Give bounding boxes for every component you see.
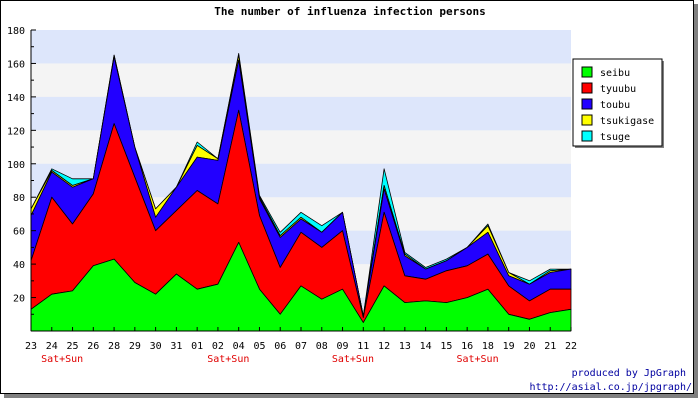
y-tick-label: 120	[7, 126, 25, 137]
weekend-label: Sat+Sun	[332, 354, 374, 365]
y-tick-label: 140	[7, 93, 25, 104]
y-tick-label: 180	[7, 26, 25, 37]
x-tick-label: 12	[378, 341, 390, 352]
x-tick-label: 30	[150, 341, 162, 352]
y-tick-label: 40	[13, 260, 25, 271]
weekend-labels: Sat+Sun Sat+Sun Sat+Sun Sat+Sun	[41, 354, 499, 365]
legend-swatch-tyuubu	[581, 82, 593, 94]
x-axis-tick-labels: 23 24 25 26 28 29 30 31 01 02 04 05 06 07 08 09 11 12 13 14…	[25, 341, 577, 352]
x-tick-label: 14	[420, 341, 432, 352]
x-tick-label: 29	[129, 341, 141, 352]
x-tick-label: 11	[357, 341, 369, 352]
legend-label-tsukigase: tsukigase	[600, 116, 654, 127]
x-tick-label: 13	[399, 341, 411, 352]
x-tick-label: 09	[337, 341, 349, 352]
legend: seibu tyuubu toubu tsukigase tsuge	[572, 58, 664, 148]
y-tick-label: 60	[13, 227, 25, 238]
axes	[30, 29, 572, 332]
x-tick-label: 25	[67, 341, 79, 352]
x-tick-label: 07	[295, 341, 307, 352]
x-tick-label: 22	[565, 341, 577, 352]
footer-credit: produced by JpGraph	[572, 368, 686, 379]
x-tick-label: 06	[274, 341, 286, 352]
y-tick-label: 160	[7, 59, 25, 70]
x-tick-label: 08	[316, 341, 328, 352]
legend-label-tsuge: tsuge	[600, 132, 630, 143]
legend-swatch-tsuge	[581, 130, 593, 142]
legend-swatch-toubu	[581, 98, 593, 110]
legend-swatch-seibu	[581, 66, 593, 78]
x-tick-label: 31	[170, 341, 182, 352]
x-tick-label: 02	[212, 341, 224, 352]
x-tick-label: 16	[461, 341, 473, 352]
x-tick-label: 26	[87, 341, 99, 352]
weekend-label: Sat+Sun	[456, 354, 498, 365]
grid-band	[31, 30, 571, 64]
legend-label-tyuubu: tyuubu	[600, 84, 636, 95]
x-tick-label: 15	[440, 341, 452, 352]
x-tick-label: 20	[523, 341, 535, 352]
legend-swatch-tsukigase	[581, 114, 593, 126]
y-tick-label: 100	[7, 160, 25, 171]
x-tick-label: 04	[233, 341, 245, 352]
x-tick-label: 18	[482, 341, 494, 352]
y-tick-label: 20	[13, 294, 25, 305]
x-tick-label: 23	[25, 341, 37, 352]
x-tick-label: 24	[46, 341, 58, 352]
x-tick-label: 19	[503, 341, 515, 352]
x-tick-label: 28	[108, 341, 120, 352]
footer-url: http://asial.co.jp/jpgraph/	[529, 382, 692, 393]
legend-label-seibu: seibu	[600, 68, 630, 79]
weekend-label: Sat+Sun	[41, 354, 83, 365]
y-tick-label: 80	[13, 193, 25, 204]
x-tick-label: 21	[544, 341, 556, 352]
x-tick-label: 05	[253, 341, 265, 352]
x-tick-label: 01	[191, 341, 203, 352]
legend-label-toubu: toubu	[600, 100, 630, 111]
weekend-label: Sat+Sun	[207, 354, 249, 365]
chart-title: The number of influenza infection person…	[214, 5, 486, 18]
y-axis-tick-labels: 20 40 60 80 100 120 140 160 180	[7, 26, 25, 305]
